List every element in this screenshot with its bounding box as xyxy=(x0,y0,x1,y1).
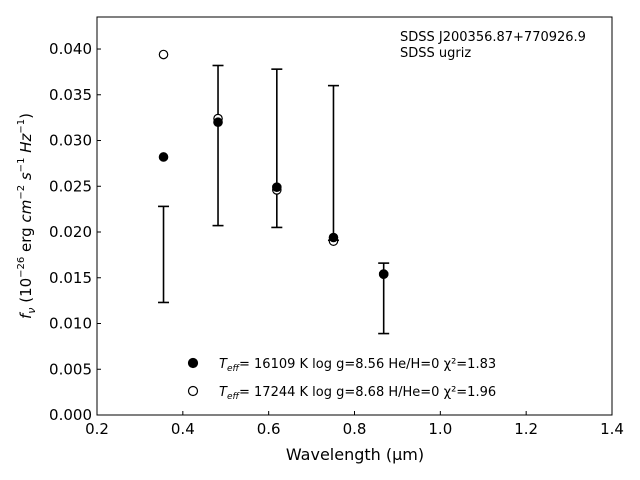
axes: 0.2 0.4 0.6 0.8 1.0 1.2 1.4 0.000 0.005 0.010 0.01… xyxy=(49,40,624,438)
plot-frame xyxy=(96,16,613,416)
x-tick-label: 1.2 xyxy=(514,420,538,438)
y-tick-label: 0.010 xyxy=(49,315,92,333)
annotation-line-2: SDSS ugriz xyxy=(400,46,471,61)
y-tick-label: 0.025 xyxy=(49,177,92,195)
x-tick-label: 0.2 xyxy=(85,420,109,438)
legend-entry-1: Teff= 16109 K log g=8.56 He/H=0 χ²=1.83 xyxy=(219,357,496,374)
y-tick-label: 0.015 xyxy=(49,269,92,287)
data-point-filled xyxy=(328,232,339,243)
y-axis-label: fν (10−26 erg cm−2 s−1 Hz−1) xyxy=(16,113,38,319)
legend: Teff= 16109 K log g=8.56 He/H=0 χ²=1.83 … xyxy=(187,357,496,402)
data-point-open xyxy=(158,49,169,60)
x-tick-label: 1.4 xyxy=(600,420,624,438)
x-axis-label: Wavelength (μm) xyxy=(286,445,424,464)
annotation-line-1: SDSS J200356.87+770926.9 xyxy=(400,30,586,45)
y-tick-label: 0.030 xyxy=(49,132,92,150)
x-tick-label: 0.6 xyxy=(257,420,281,438)
legend-entry-2: Teff= 17244 K log g=8.68 H/He=0 χ²=1.96 xyxy=(219,385,496,402)
y-tick-label: 0.000 xyxy=(49,406,92,424)
y-tick-label: 0.040 xyxy=(49,40,92,58)
data-points xyxy=(158,49,389,279)
x-tick-label: 0.4 xyxy=(171,420,195,438)
y-tick-label: 0.020 xyxy=(49,223,92,241)
data-point-filled xyxy=(378,269,389,279)
error-bars xyxy=(158,64,390,335)
y-tick-label: 0.005 xyxy=(49,360,92,378)
legend-marker-filled xyxy=(187,357,199,369)
x-tick-label: 0.8 xyxy=(343,420,367,438)
plot-area-border xyxy=(96,16,613,416)
data-point-filled xyxy=(272,182,282,192)
legend-entry-1-text: = 16109 K log g=8.56 He/H=0 χ²=1.83 xyxy=(239,357,496,372)
data-point-filled xyxy=(158,152,169,162)
data-point-filled xyxy=(213,117,223,128)
x-tick-label: 1.0 xyxy=(428,420,452,438)
legend-marker-open xyxy=(187,385,199,397)
legend-entry-2-text: = 17244 K log g=8.68 H/He=0 χ²=1.96 xyxy=(239,385,496,400)
y-tick-label: 0.035 xyxy=(49,86,92,104)
